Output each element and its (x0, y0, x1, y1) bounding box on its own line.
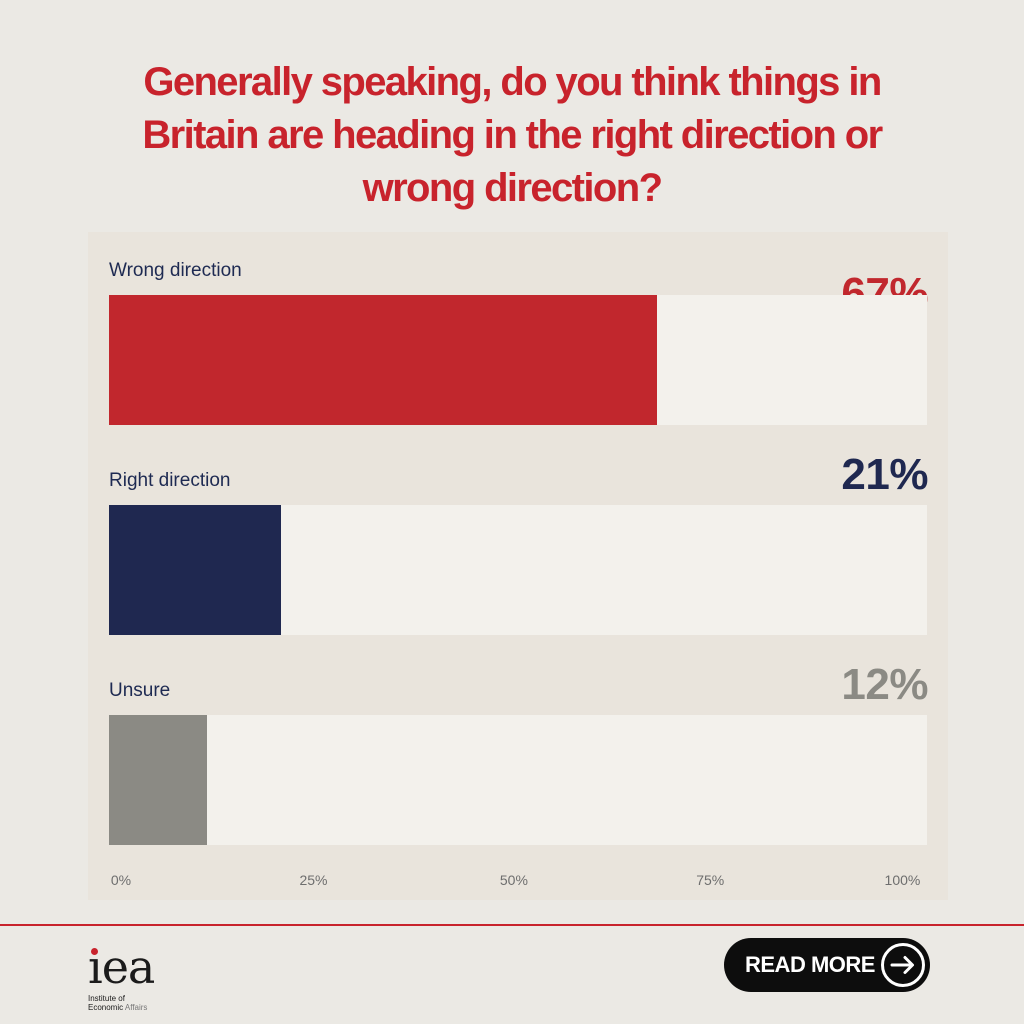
bar-fill-wrong (109, 295, 658, 425)
logo-line-1: Institute of (88, 994, 125, 1003)
x-tick-label: 0% (110, 872, 132, 888)
read-more-label: READ MORE (745, 952, 875, 977)
iea-logo[interactable]: iea Institute of Economic Affairs (88, 944, 178, 1014)
read-more-button[interactable]: READ MORE (724, 938, 930, 992)
x-tick-label: 50% (499, 872, 528, 888)
logo-word-economic: Economic (88, 1003, 124, 1012)
bar-label: Wrong direction (109, 260, 242, 281)
bar-track (109, 505, 927, 635)
logo-word-affairs: Affairs (123, 1003, 148, 1012)
bar-track (109, 295, 927, 425)
logo-line-2: Economic Affairs (88, 1003, 147, 1012)
bar-label: Right direction (109, 470, 231, 491)
bar-label: Unsure (109, 680, 171, 701)
logo-text: Institute of Economic Affairs (88, 994, 147, 1012)
bar-value-label: 12% (841, 660, 928, 709)
footer-divider (0, 924, 1024, 926)
logo-dot-icon (91, 948, 98, 955)
bar-track (109, 715, 927, 845)
x-tick-label: 75% (696, 872, 725, 888)
bar-fill-unsure (109, 715, 208, 845)
arrow-right-circle-icon (881, 943, 925, 987)
x-tick-label: 100% (884, 872, 921, 888)
chart-title: Generally speaking, do you think things … (142, 60, 883, 210)
logo-mark: iea (88, 940, 155, 994)
x-axis-ticks: 0% 25% 50% 75% 100% (109, 872, 927, 892)
bar-value-label: 21% (841, 450, 928, 499)
chart-panel: Wrong direction 67% Right direction 21% … (88, 232, 948, 900)
x-tick-label: 25% (299, 872, 328, 888)
bar-fill-right (109, 505, 281, 635)
